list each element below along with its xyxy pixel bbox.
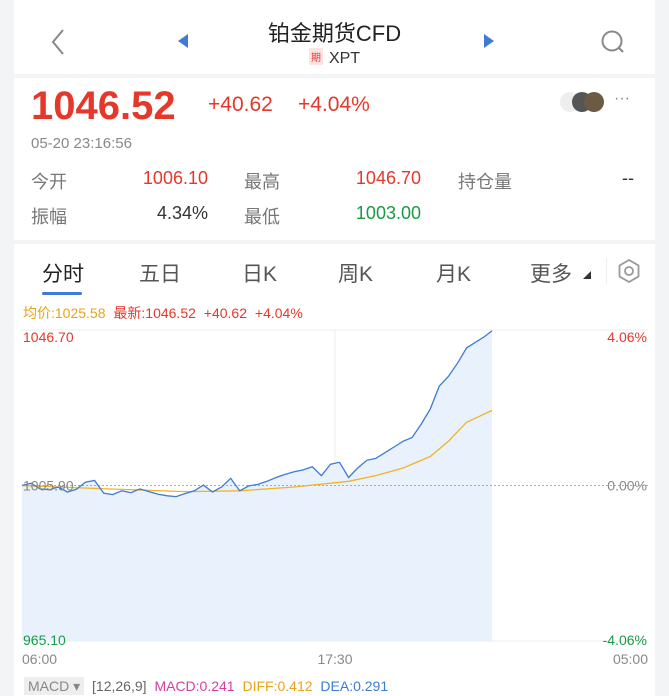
stat-label: 最高 [244,172,280,192]
tab-1[interactable]: 五日 [139,263,181,286]
active-tab-indicator [42,292,82,295]
y-label-left: 1046.70 [23,329,74,345]
x-tick-label: 06:00 [22,651,57,667]
y-label-left: 965.10 [23,632,66,648]
price-change-pct: +4.04% [298,93,370,116]
stat-label: 振幅 [31,207,67,227]
stat-label: 持仓量 [458,172,512,192]
price-area [22,330,492,641]
legend-latest: 最新:1046.52 [113,305,196,321]
back-chevron-icon[interactable] [48,28,68,56]
tab-0[interactable]: 分时 [42,263,84,286]
x-tick-label: 17:30 [317,651,352,667]
top-bar: 铂金期货CFD 期 XPT [14,0,655,74]
more-icon[interactable]: ··· [614,90,630,107]
tab-2[interactable]: 日K [242,263,278,286]
y-label-right: 0.00% [607,478,647,494]
last-price: 1046.52 [31,84,176,128]
dea-value: DEA:0.291 [320,678,389,694]
indicator-params: [12,26,9] [92,678,147,694]
y-label-right: -4.06% [603,632,647,648]
tab-3[interactable]: 周K [338,263,374,286]
diff-value: DIFF:0.412 [242,678,313,694]
settings-hexagon-icon[interactable] [616,258,642,284]
tab-5[interactable]: 更多 [530,263,572,286]
legend-avg: 均价:1025.58 [23,305,106,321]
macd-value: MACD:0.241 [154,678,235,694]
indicator-select[interactable]: MACD ▾ [24,677,85,695]
stat-label: 今开 [31,172,67,192]
indicator-bar: MACD ▾ [12,26,9] MACD:0.241 DIFF:0.412 D… [24,677,389,695]
indicator-name: MACD [28,678,70,694]
stat-value: 4.34% [156,203,208,223]
symbol-line: 期 XPT [14,48,655,68]
symbol-code: XPT [328,50,361,67]
stat-value: 1046.70 [355,168,421,188]
x-tick-label: 05:00 [613,651,648,667]
avg-line [21,409,493,493]
chart-legend: 均价:1025.58 最新:1046.52 +40.62 +4.04% [23,303,303,323]
tab-4[interactable]: 月K [436,263,472,286]
legend-pct: +4.04% [254,305,303,321]
avatar-group[interactable] [560,92,606,112]
dropdown-triangle-icon [583,271,591,279]
stat-value: 1003.00 [355,203,421,223]
stat-label: 最低 [244,207,280,227]
avatar [584,92,604,112]
futures-badge: 期 [308,48,323,65]
quote-panel: 1046.52 +40.62 +4.04% ··· 05-20 23:16:56… [14,78,655,240]
price-line [21,330,493,498]
stat-value: -- [622,168,634,188]
divider [606,258,607,284]
y-label-right: 4.06% [607,329,647,345]
price-change: +40.62 [208,93,273,116]
search-icon[interactable] [600,29,626,55]
page-title: 铂金期货CFD [267,21,402,46]
y-label-left: 1005.90 [23,478,74,494]
prev-triangle-icon[interactable] [176,33,190,49]
stat-value: 1006.10 [142,168,208,188]
next-triangle-icon[interactable] [482,33,496,49]
legend-change: +40.62 [203,305,247,321]
quote-timestamp: 05-20 23:16:56 [31,135,132,152]
